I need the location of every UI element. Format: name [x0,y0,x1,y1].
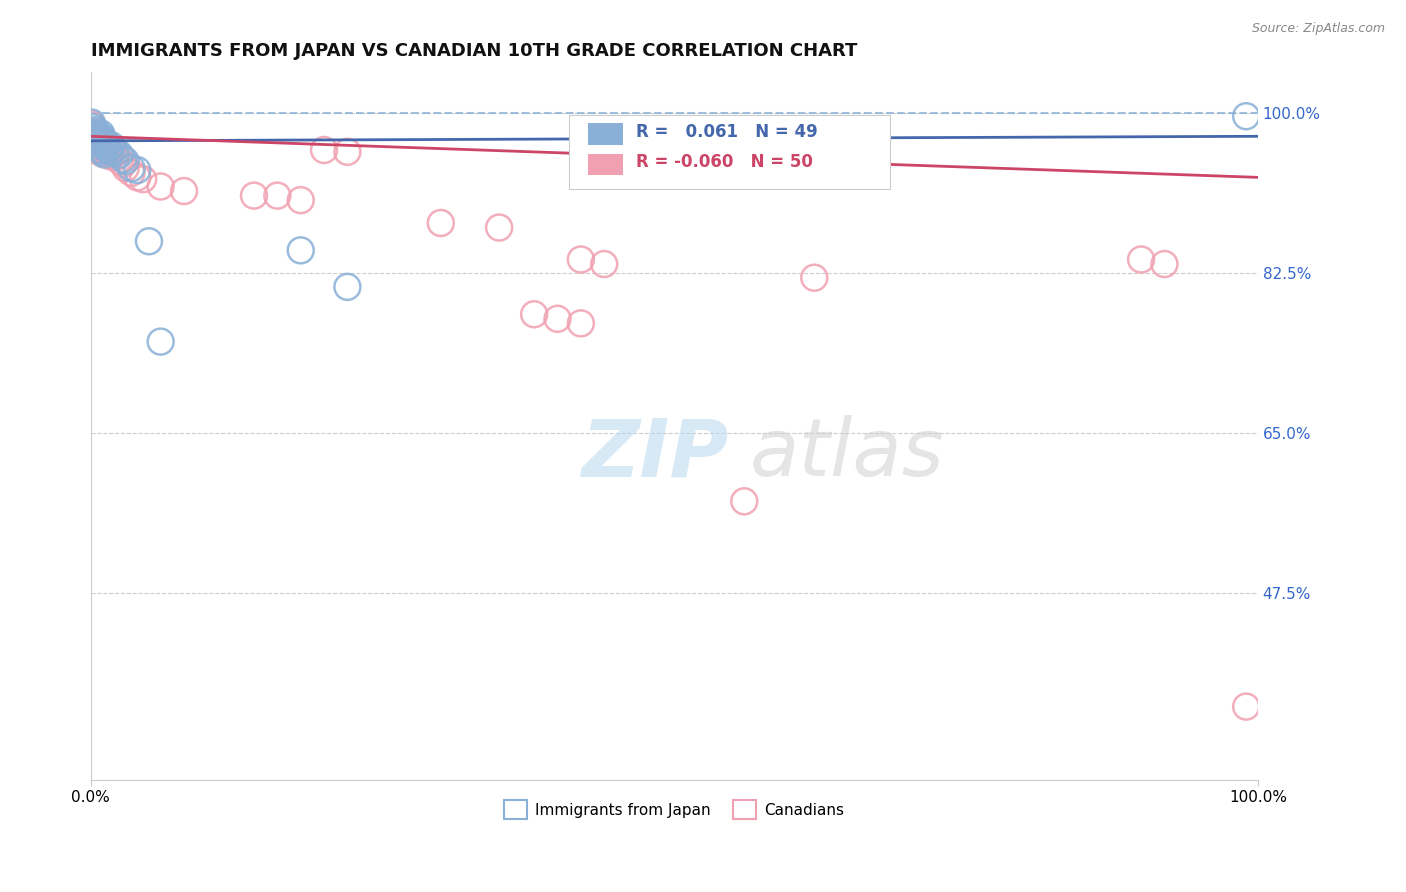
Point [93,133,115,147]
Point [488,220,510,235]
Point [132,172,155,186]
Point [93,139,115,153]
Point [86,129,108,144]
Point [138,234,160,248]
Point [83,134,105,148]
Point [87,129,110,144]
Point [149,334,172,349]
Point [96,143,118,157]
Point [1153,257,1175,271]
Point [173,184,195,198]
Point [103,143,125,157]
Point [100,145,122,159]
Point [149,179,172,194]
Text: R =   0.061   N = 49: R = 0.061 N = 49 [636,123,817,141]
Point [593,257,616,271]
Point [84,136,107,150]
Point [1234,699,1257,714]
Point [105,145,128,159]
Point [127,163,149,178]
Point [94,143,117,157]
Point [86,132,108,146]
Legend: Immigrants from Japan, Canadians: Immigrants from Japan, Canadians [498,794,851,825]
Point [93,147,115,161]
Point [80,115,103,129]
Point [108,153,131,168]
Point [121,166,143,180]
Point [86,128,108,142]
Point [91,145,114,159]
Point [89,131,111,145]
Point [243,188,266,202]
Point [87,134,110,148]
Point [98,141,121,155]
Point [290,244,312,258]
Point [86,143,108,157]
Point [569,317,592,331]
Point [336,280,359,294]
Point [803,152,825,166]
Point [1130,252,1153,267]
Point [733,494,755,508]
Point [121,161,143,176]
Point [127,170,149,185]
Text: atlas: atlas [749,416,945,493]
Point [94,136,117,150]
Point [803,270,825,285]
Point [100,143,122,157]
Point [83,129,105,144]
Point [1234,109,1257,123]
Point [108,147,131,161]
Point [89,134,111,148]
Point [84,127,107,141]
Point [90,127,112,141]
Point [83,127,105,141]
Point [312,143,335,157]
Point [82,125,104,139]
Point [90,143,112,157]
Point [87,138,110,153]
Point [112,156,135,170]
Point [105,150,128,164]
Point [86,134,108,148]
Text: IMMIGRANTS FROM JAPAN VS CANADIAN 10TH GRADE CORRELATION CHART: IMMIGRANTS FROM JAPAN VS CANADIAN 10TH G… [90,42,858,60]
Point [523,307,546,321]
Point [82,132,104,146]
Point [430,216,453,230]
Text: R = -0.060   N = 50: R = -0.060 N = 50 [636,153,813,171]
Point [91,146,114,161]
Point [84,132,107,146]
Point [86,125,108,139]
Point [266,188,288,202]
Point [290,193,312,207]
Point [114,153,136,168]
Point [86,136,108,150]
Point [569,252,592,267]
Point [100,149,122,163]
Point [84,123,107,137]
Point [90,136,112,150]
Point [96,138,118,153]
Point [80,118,103,132]
Point [103,147,125,161]
Text: Source: ZipAtlas.com: Source: ZipAtlas.com [1251,22,1385,36]
Point [98,145,121,159]
Point [97,143,120,157]
Point [93,134,115,148]
Point [100,138,122,153]
Point [91,134,114,148]
FancyBboxPatch shape [588,153,623,175]
Point [82,120,104,135]
Point [547,311,569,326]
Text: ZIP: ZIP [581,416,728,493]
Point [91,130,114,145]
Point [89,141,111,155]
FancyBboxPatch shape [569,115,890,189]
Point [97,147,120,161]
Point [93,136,115,150]
FancyBboxPatch shape [588,123,623,145]
Point [112,152,135,166]
Point [336,145,359,159]
Point [114,161,136,176]
